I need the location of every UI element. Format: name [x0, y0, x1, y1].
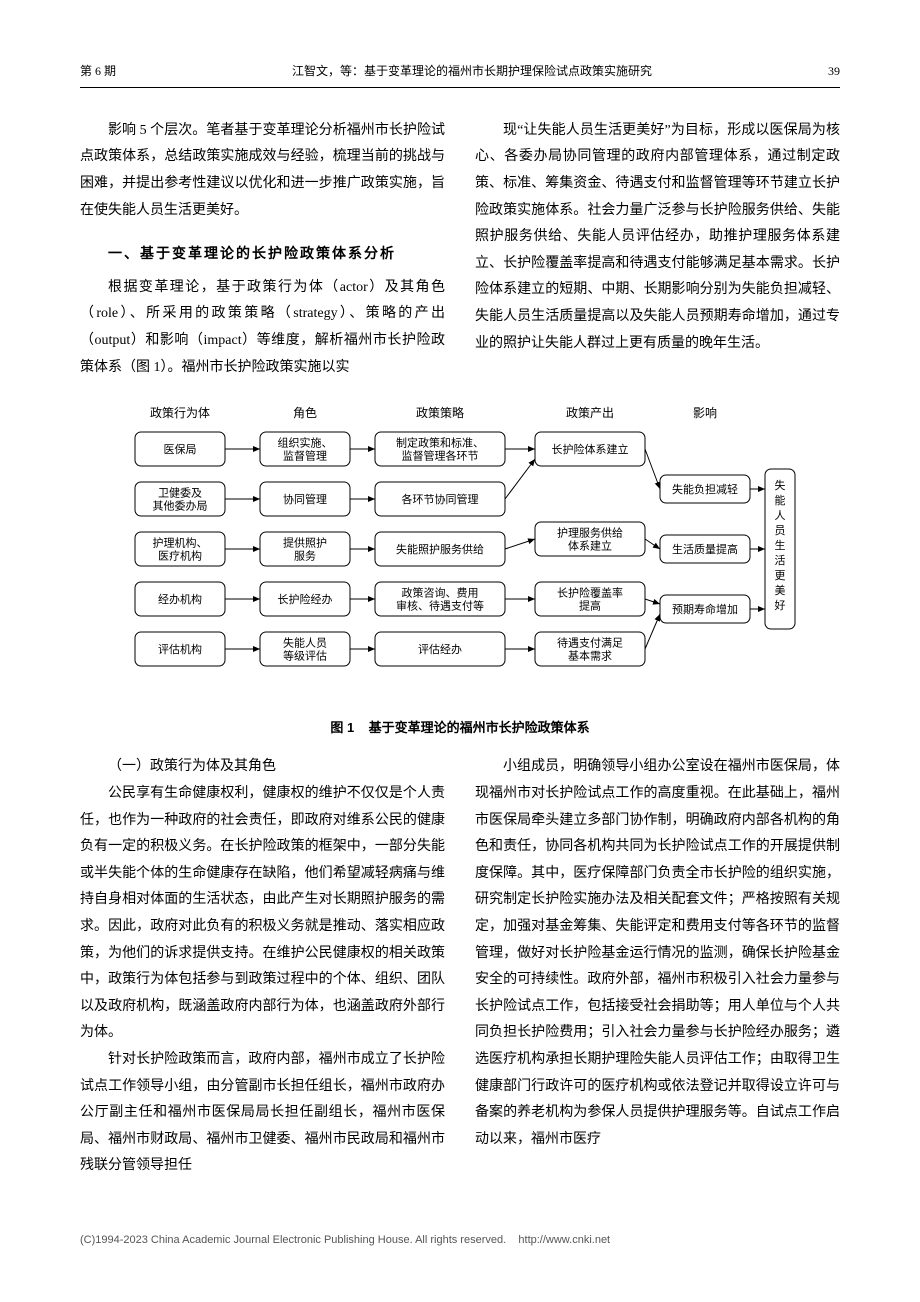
issue-number: 第 6 期 — [80, 60, 116, 83]
svg-text:更: 更 — [775, 570, 786, 582]
svg-text:护理机构、: 护理机构、 — [153, 536, 208, 550]
svg-text:提供照护: 提供照护 — [283, 536, 327, 550]
svg-text:评估机构: 评估机构 — [158, 642, 202, 656]
subsection-1-right: 小组成员，明确领导小组办公室设在福州市医保局，体现福州市对长护险试点工作的高度重… — [475, 754, 840, 1153]
svg-text:经办机构: 经办机构 — [158, 592, 202, 606]
svg-text:组织实施、: 组织实施、 — [278, 436, 333, 450]
svg-text:失能人员: 失能人员 — [283, 636, 327, 650]
section-1-title: 一、基于变革理论的长护险政策体系分析 — [80, 240, 445, 267]
figure-number: 图 1 — [330, 720, 354, 735]
svg-text:政策策略: 政策策略 — [416, 405, 464, 420]
policy-system-diagram: 政策行为体 角色 政策策略 政策产出 影响 医保局卫健委及其他委办局护理机构、医疗机构经… — [110, 399, 810, 699]
intro-right: 现“让失能人员生活更美好”为目标，形成以医保局为核心、各委办局协同管理的政府内部… — [475, 118, 840, 357]
intro-left: 影响 5 个层次。笔者基于变革理论分析福州市长护险试点政策体系，总结政策实施成效… — [80, 118, 445, 224]
svg-text:制定政策和标准、: 制定政策和标准、 — [396, 436, 484, 450]
svg-text:政策产出: 政策产出 — [566, 406, 614, 420]
svg-text:提高: 提高 — [579, 599, 601, 613]
figure-1: 政策行为体 角色 政策策略 政策产出 影响 医保局卫健委及其他委办局护理机构、医疗机构经… — [80, 399, 840, 740]
svg-text:角色: 角色 — [293, 406, 317, 420]
svg-text:护理服务供给: 护理服务供给 — [557, 526, 623, 540]
svg-text:人: 人 — [775, 509, 786, 522]
svg-text:评估经办: 评估经办 — [418, 643, 462, 656]
svg-text:生活质量提高: 生活质量提高 — [672, 542, 738, 556]
figure-1-caption: 图 1 基于变革理论的福州市长护险政策体系 — [80, 716, 840, 741]
source-url: http://www.cnki.net — [518, 1234, 610, 1246]
page-footer: (C)1994-2023 China Academic Journal Elec… — [0, 1220, 920, 1271]
svg-text:失能负担减轻: 失能负担减轻 — [672, 482, 738, 496]
svg-text:监督管理: 监督管理 — [283, 449, 327, 463]
copyright-text: (C)1994-2023 China Academic Journal Elec… — [80, 1234, 506, 1246]
svg-text:能: 能 — [775, 493, 786, 507]
svg-text:协同管理: 协同管理 — [283, 492, 327, 506]
svg-text:待遇支付满足: 待遇支付满足 — [557, 636, 623, 650]
subsection-1-p1: 公民享有生命健康权利，健康权的维护不仅仅是个人责任，也作为一种政府的社会责任，即… — [80, 781, 445, 1047]
svg-text:失能照护服务供给: 失能照护服务供给 — [396, 542, 484, 556]
svg-text:员: 员 — [775, 524, 786, 537]
svg-text:影响: 影响 — [693, 405, 717, 420]
svg-text:政策咨询、费用: 政策咨询、费用 — [402, 586, 479, 600]
top-columns: 影响 5 个层次。笔者基于变革理论分析福州市长护险试点政策体系，总结政策实施成效… — [80, 118, 840, 381]
svg-text:预期寿命增加: 预期寿命增加 — [672, 602, 738, 616]
page-number: 39 — [828, 60, 840, 83]
svg-text:审核、待遇支付等: 审核、待遇支付等 — [396, 599, 484, 613]
svg-text:基本需求: 基本需求 — [568, 649, 612, 663]
running-title: 江智文，等：基于变革理论的福州市长期护理保险试点政策实施研究 — [292, 60, 652, 83]
subsection-1-title: （一）政策行为体及其角色 — [80, 754, 445, 781]
subsection-1-p2: 针对长护险政策而言，政府内部，福州市成立了长护险试点工作领导小组，由分管副市长担… — [80, 1047, 445, 1180]
svg-text:政策行为体: 政策行为体 — [150, 406, 210, 420]
svg-text:生: 生 — [775, 538, 786, 552]
svg-text:长护险体系建立: 长护险体系建立 — [552, 442, 629, 456]
svg-text:医保局: 医保局 — [164, 442, 197, 456]
bottom-columns: （一）政策行为体及其角色 公民享有生命健康权利，健康权的维护不仅仅是个人责任，也… — [80, 754, 840, 1180]
running-header: 第 6 期 江智文，等：基于变革理论的福州市长期护理保险试点政策实施研究 39 — [80, 60, 840, 88]
svg-text:好: 好 — [775, 598, 786, 612]
svg-text:监督管理各环节: 监督管理各环节 — [402, 449, 479, 463]
svg-text:美: 美 — [775, 584, 786, 597]
svg-text:体系建立: 体系建立 — [568, 539, 612, 553]
svg-text:卫健委及: 卫健委及 — [158, 487, 202, 500]
svg-text:活: 活 — [775, 554, 786, 567]
svg-text:医疗机构: 医疗机构 — [158, 549, 202, 563]
svg-text:等级评估: 等级评估 — [283, 649, 327, 663]
svg-text:服务: 服务 — [294, 550, 316, 563]
svg-text:失: 失 — [775, 479, 786, 492]
svg-text:长护险覆盖率: 长护险覆盖率 — [557, 586, 623, 600]
svg-text:其他委办局: 其他委办局 — [153, 500, 208, 513]
section-1-p1: 根据变革理论，基于政策行为体（actor）及其角色（role）、所采用的政策策略… — [80, 275, 445, 381]
svg-text:长护险经办: 长护险经办 — [278, 592, 333, 606]
figure-caption-text: 基于变革理论的福州市长护险政策体系 — [369, 720, 590, 735]
svg-text:各环节协同管理: 各环节协同管理 — [402, 492, 479, 506]
